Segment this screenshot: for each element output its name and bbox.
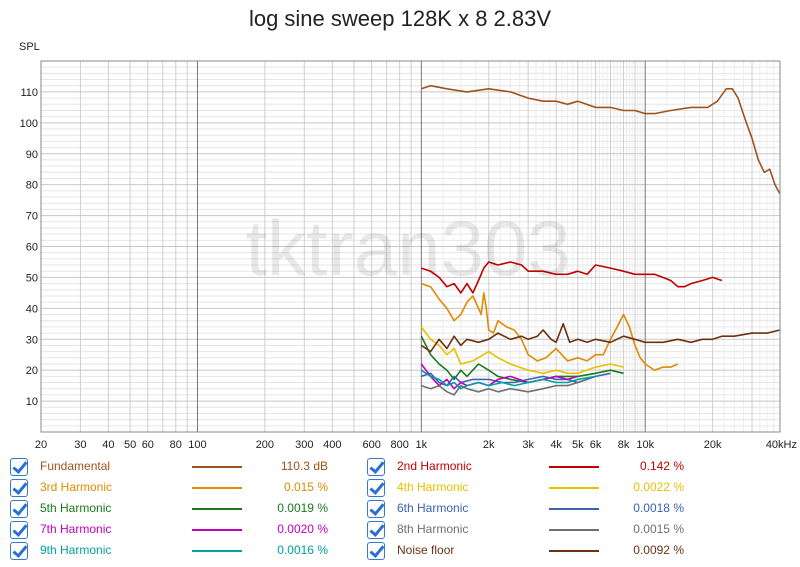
legend-swatch — [192, 466, 242, 468]
x-tick-label: 600 — [363, 439, 381, 451]
legend-entry: 5th Harmonic 0.0019 % — [0, 499, 800, 519]
chart-title: log sine sweep 128K x 8 2.83V — [248, 6, 552, 31]
x-tick-label: 6k — [590, 439, 602, 451]
checkbox-4th-harmonic[interactable] — [367, 479, 385, 497]
legend-value: 0.015 % — [283, 480, 328, 494]
x-tick-label: 1k — [416, 439, 428, 451]
x-tick-label: 10k — [636, 439, 654, 451]
checkbox-6th-harmonic[interactable] — [367, 500, 385, 518]
legend-label: 6th Harmonic — [397, 501, 469, 515]
series-line-fundamental — [421, 84, 781, 195]
checkbox-8th-harmonic[interactable] — [367, 521, 385, 539]
grid-major — [41, 61, 780, 432]
x-tick-labels: 20 30 40 50 60 80 100 200 300 400 600 800 1k 2k 3k 4k 5k… — [35, 439, 797, 451]
x-tick-label: 3k — [522, 439, 534, 451]
y-tick-label: 100 — [20, 118, 38, 130]
legend-swatch — [549, 550, 599, 552]
x-tick-label: 400 — [323, 439, 341, 451]
legend-entry: 7th Harmonic 0.0020 % — [0, 520, 800, 540]
legend-swatch — [192, 487, 242, 489]
legend-swatch — [549, 508, 599, 510]
legend-entry: 8th Harmonic 0.0015 % — [0, 520, 800, 540]
x-tick-label: 8k — [618, 439, 630, 451]
legend-label: 2nd Harmonic — [397, 459, 472, 473]
series-line-noise-floor — [420, 323, 781, 353]
x-tick-label: 300 — [295, 439, 313, 451]
x-tick-label: 5k — [572, 439, 584, 451]
legend-entry: 6th Harmonic 0.0018 % — [0, 499, 800, 519]
legend-swatch — [549, 529, 599, 531]
watermark: tktran303 — [245, 204, 570, 292]
y-tick-label: 110 — [20, 87, 38, 99]
series-line-4th-harmonic — [420, 326, 624, 375]
legend-value: 0.0015 % — [633, 522, 684, 536]
legend-swatch — [549, 466, 599, 468]
y-tick-label: 50 — [26, 272, 38, 284]
x-tick-label: 20k — [704, 439, 722, 451]
checkbox-fundamental[interactable] — [10, 458, 28, 476]
y-tick-label: 60 — [26, 242, 38, 254]
checkbox-2nd-harmonic[interactable] — [367, 458, 385, 476]
legend-entry: 3rd Harmonic 0.015 % — [0, 478, 800, 498]
x-tick-label: 4k — [550, 439, 562, 451]
series-line-2nd-harmonic — [421, 261, 723, 294]
legend-label: 7th Harmonic — [40, 522, 112, 536]
y-axis-label: SPL — [19, 41, 40, 53]
y-tick-label: 10 — [26, 396, 38, 408]
y-tick-labels: 10 20 30 40 50 60 70 80 90 100 110 — [20, 87, 38, 408]
legend-swatch — [192, 550, 242, 552]
legend-label: Fundamental — [40, 459, 111, 473]
x-tick-label: 30 — [74, 439, 86, 451]
x-tick-label: 80 — [170, 439, 182, 451]
legend-value: 110.3 dB — [280, 459, 328, 473]
legend-swatch — [192, 529, 242, 531]
legend-entry: 4th Harmonic 0.0022 % — [0, 478, 800, 498]
legend-label: 8th Harmonic — [397, 522, 469, 536]
legend-value: 0.0020 % — [277, 522, 328, 536]
legend-label: 5th Harmonic — [40, 501, 112, 515]
legend-value: 0.0022 % — [633, 480, 684, 494]
x-tick-label: 50 — [124, 439, 136, 451]
checkbox-noise-floor[interactable] — [367, 542, 385, 560]
x-tick-label: 40kHz — [766, 439, 797, 451]
plot-frame — [40, 60, 781, 433]
legend-value: 0.0016 % — [277, 543, 328, 557]
legend-value: 0.0092 % — [633, 543, 684, 557]
checkbox-7th-harmonic[interactable] — [10, 521, 28, 539]
checkbox-5th-harmonic[interactable] — [10, 500, 28, 518]
legend-entry: 9th Harmonic 0.0016 % — [0, 541, 800, 561]
legend-swatch — [549, 487, 599, 489]
y-tick-label: 90 — [26, 149, 38, 161]
legend-label: 9th Harmonic — [40, 543, 112, 557]
y-tick-label: 20 — [26, 365, 38, 377]
legend-label: Noise floor — [397, 543, 455, 557]
series-lines — [420, 84, 781, 396]
legend-value: 0.0018 % — [633, 501, 684, 515]
y-tick-label: 40 — [26, 303, 38, 315]
x-tick-label: 60 — [142, 439, 154, 451]
legend-value: 0.142 % — [639, 459, 684, 473]
x-tick-label: 40 — [102, 439, 114, 451]
legend-entry: Fundamental 110.3 dB — [0, 457, 800, 477]
legend-label: 4th Harmonic — [397, 480, 469, 494]
series-line-3rd-harmonic — [421, 282, 679, 371]
legend-swatch — [192, 508, 242, 510]
legend-value: 0.0019 % — [277, 501, 328, 515]
y-tick-label: 30 — [26, 334, 38, 346]
legend-entry: 2nd Harmonic 0.142 % — [0, 457, 800, 477]
x-tick-label: 200 — [256, 439, 274, 451]
x-tick-label: 800 — [390, 439, 408, 451]
series-line-9th-harmonic — [420, 369, 596, 390]
legend-label: 3rd Harmonic — [40, 480, 113, 494]
y-tick-label: 80 — [26, 180, 38, 192]
x-tick-label: 20 — [35, 439, 47, 451]
legend-entry: Noise floor 0.0092 % — [0, 541, 800, 561]
x-tick-label: 100 — [188, 439, 206, 451]
series-line-8th-harmonic — [421, 378, 588, 396]
checkbox-3rd-harmonic[interactable] — [10, 479, 28, 497]
checkbox-9th-harmonic[interactable] — [10, 542, 28, 560]
y-tick-label: 70 — [26, 211, 38, 223]
x-tick-label: 2k — [483, 439, 495, 451]
